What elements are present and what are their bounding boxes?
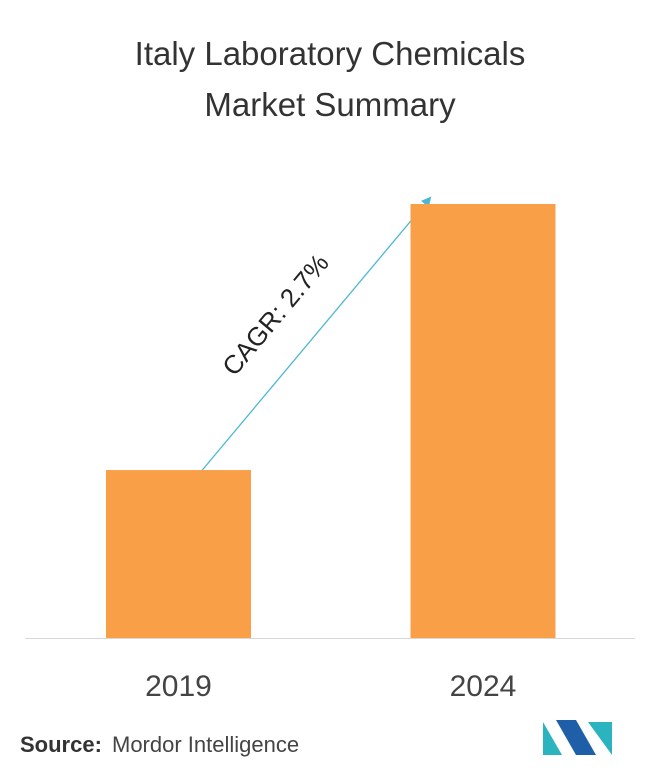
cagr-annotation: CAGR: 2.7%: [216, 248, 335, 381]
bar: [410, 204, 556, 638]
x-tick-label: 2024: [450, 670, 517, 703]
source-label: Source:: [20, 732, 102, 757]
bar: [106, 470, 251, 638]
chart-title: Italy Laboratory Chemicals Market Summar…: [134, 35, 526, 123]
logo: [543, 720, 612, 755]
source: Mordor Intelligence: [112, 732, 299, 757]
x-tick-label: 2019: [145, 670, 212, 703]
cagr-arrow: [198, 196, 432, 475]
